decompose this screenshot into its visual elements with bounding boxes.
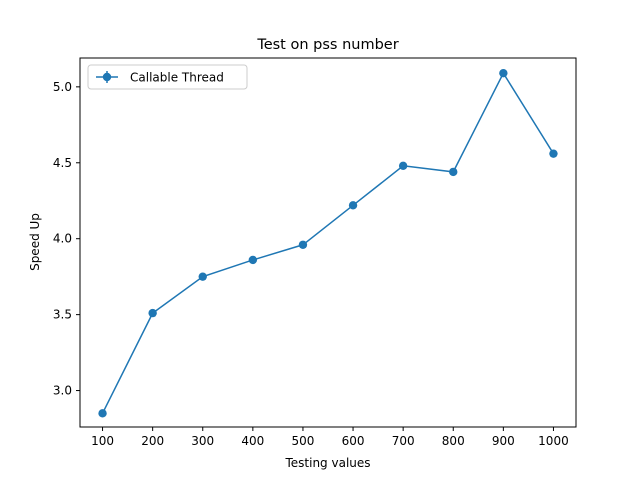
y-tick-label: 3.5	[53, 308, 72, 322]
x-tick-label: 600	[342, 434, 365, 448]
x-tick-label: 400	[241, 434, 264, 448]
x-tick-label: 700	[392, 434, 415, 448]
x-tick-label: 900	[492, 434, 515, 448]
x-axis-label: Testing values	[284, 456, 370, 470]
data-point	[549, 149, 558, 158]
legend-box	[87, 64, 248, 90]
plot-area	[80, 58, 576, 427]
data-point	[148, 308, 157, 318]
plot-frame	[79, 57, 577, 428]
series-line	[101, 71, 555, 414]
x-tick-label: 1000	[538, 434, 569, 448]
legend: Callable Thread	[87, 64, 248, 90]
data-point	[449, 167, 458, 177]
data-point	[298, 240, 308, 249]
series-layer	[98, 68, 558, 418]
data-point	[398, 161, 408, 171]
y-axis-label: Speed Up	[28, 213, 42, 271]
y-tick-label: 4.0	[53, 232, 72, 246]
x-tick-label: 100	[91, 434, 114, 448]
x-tick-label: 800	[442, 434, 465, 448]
x-tick-label: 200	[141, 434, 164, 448]
y-tick-label: 4.5	[53, 156, 72, 170]
legend-label: Callable Thread	[130, 71, 224, 85]
data-point	[98, 409, 107, 418]
chart-title: Test on pss number	[256, 37, 398, 53]
data-point	[198, 272, 207, 281]
data-point	[248, 255, 258, 265]
legend-marker-swatch	[102, 72, 112, 82]
data-point	[499, 68, 508, 78]
x-tick-label: 300	[191, 434, 214, 448]
x-tick-label: 500	[291, 434, 314, 448]
y-tick-label: 3.0	[53, 384, 72, 398]
y-tick-label: 5.0	[53, 80, 72, 94]
axes: 100 200 300 400 500 600 700 800 900 1000 3.0 3.5 4.0…	[53, 80, 569, 448]
data-point	[348, 201, 358, 210]
